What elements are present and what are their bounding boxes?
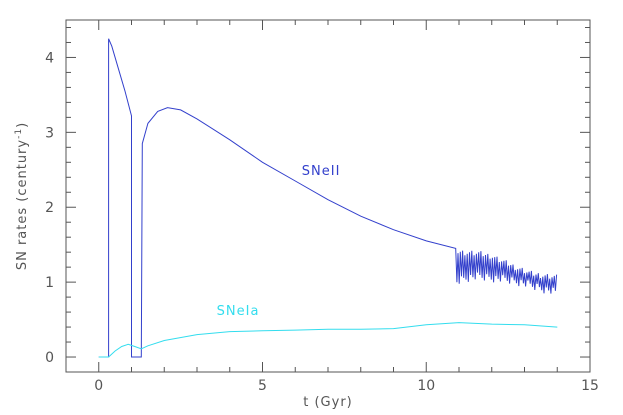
plot-frame	[65, 19, 591, 373]
series-line-sneia	[98, 322, 558, 358]
y-axis-label: SN rates (century-1)	[14, 122, 30, 270]
plot-lines	[98, 38, 558, 358]
axis-tick-labels: 0 5 10 15 0 1 2 3 4	[45, 50, 599, 394]
x-tick-label: 0	[94, 378, 103, 394]
y-tick-label: 3	[45, 125, 54, 141]
x-axis-label: t (Gyr)	[303, 395, 353, 410]
axis-ticks	[65, 20, 591, 373]
y-tick-label: 0	[45, 350, 54, 366]
series-label-sneia: SNeIa	[217, 304, 260, 319]
y-axis-label-main: SN rates (century	[15, 139, 30, 270]
series-label-sneii: SNeII	[302, 164, 341, 179]
y-tick-label: 1	[45, 275, 54, 291]
y-tick-label: 4	[45, 50, 54, 66]
x-tick-label: 5	[258, 378, 267, 394]
series-line-sneii	[98, 38, 558, 358]
y-axis-label-superscript: -1	[14, 128, 24, 139]
y-tick-label: 2	[45, 200, 54, 216]
y-axis-label-close: )	[15, 122, 30, 128]
x-tick-label: 15	[581, 378, 599, 394]
x-tick-label: 10	[417, 378, 435, 394]
